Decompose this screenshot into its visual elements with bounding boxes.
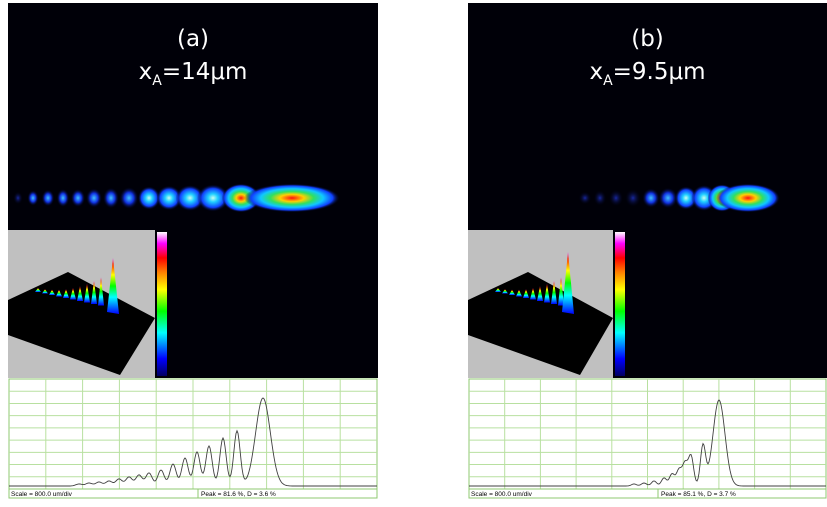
- inset-ridge: [495, 288, 501, 292]
- beam-spot: [103, 187, 119, 209]
- beam-spot: [642, 188, 660, 208]
- beam-spot: [27, 190, 39, 206]
- inset-ridge: [551, 280, 557, 304]
- subscript: A: [603, 73, 613, 89]
- beam-spot: [608, 189, 624, 207]
- color-bar: [615, 232, 625, 376]
- inset-ridge: [84, 283, 90, 303]
- beam-spot: [716, 183, 780, 213]
- inset-ridge: [509, 289, 515, 295]
- panel: (a) xA=14μm Scale = 800.0 um/div Peak = 81.…: [8, 3, 378, 499]
- beam-spot: [658, 187, 678, 209]
- inset-ridge: [537, 286, 543, 301]
- beam-spot: [593, 190, 607, 206]
- inset-peak: [562, 252, 574, 314]
- beam-spot: [156, 185, 182, 211]
- inset-ridge: [35, 288, 41, 292]
- beam-spot: [578, 191, 592, 205]
- beam-spot: [244, 183, 340, 213]
- scale-text: Scale = 800.0 um/div: [471, 491, 533, 498]
- beam-spot: [70, 188, 86, 208]
- inset-ridge: [42, 289, 48, 294]
- panel: (b) xA=9.5μm Scale = 800.0 um/div Peak = 85…: [468, 3, 827, 499]
- stats-text: Peak = 85.1 %, D = 3.7 %: [661, 491, 736, 498]
- panel-label: (b): [631, 26, 664, 52]
- inset-ridge: [56, 289, 62, 297]
- profile-curve: [9, 397, 377, 487]
- beam-spot: [674, 186, 698, 210]
- panel-parameter: xA=14μm: [139, 59, 248, 89]
- inset-ridge: [530, 288, 536, 300]
- beam-spot: [175, 185, 205, 211]
- scale-text: Scale = 800.0 um/div: [11, 491, 73, 498]
- beam-spot: [119, 186, 139, 210]
- stats-text: Peak = 81.6 %, D = 3.6 %: [201, 491, 276, 498]
- beam-spot: [197, 184, 229, 212]
- inset-ridge: [49, 289, 55, 295]
- beam-spot: [625, 188, 641, 208]
- inset-ridge: [523, 289, 529, 298]
- inset-ridge: [544, 283, 550, 303]
- inset-ridge: [91, 280, 97, 304]
- inset-ridge: [77, 286, 83, 301]
- beam-spot: [41, 189, 55, 207]
- status-bar: [468, 488, 827, 499]
- panel-label: (a): [177, 26, 209, 52]
- value: =14μm: [162, 59, 248, 85]
- inset-ridge: [516, 289, 522, 297]
- inset-peak: [107, 258, 119, 314]
- variable: x: [139, 59, 153, 85]
- subscript: A: [152, 73, 162, 89]
- inset-plane: [468, 272, 613, 375]
- color-bar: [157, 232, 167, 376]
- inset-ridge: [98, 277, 104, 306]
- inset-plane: [8, 272, 155, 375]
- variable: x: [589, 59, 603, 85]
- inset-ridge: [502, 289, 508, 294]
- beam-spot: [137, 186, 161, 210]
- inset-ridge: [558, 277, 564, 306]
- inset-ridge: [70, 288, 76, 300]
- inset-ridge: [63, 289, 69, 298]
- beam-spot: [13, 191, 23, 205]
- panel-parameter: xA=9.5μm: [589, 59, 705, 89]
- value: =9.5μm: [613, 59, 706, 85]
- beam-spot: [56, 188, 70, 208]
- profile-curve: [469, 399, 826, 487]
- status-bar: [8, 488, 378, 499]
- beam-spot: [86, 188, 102, 208]
